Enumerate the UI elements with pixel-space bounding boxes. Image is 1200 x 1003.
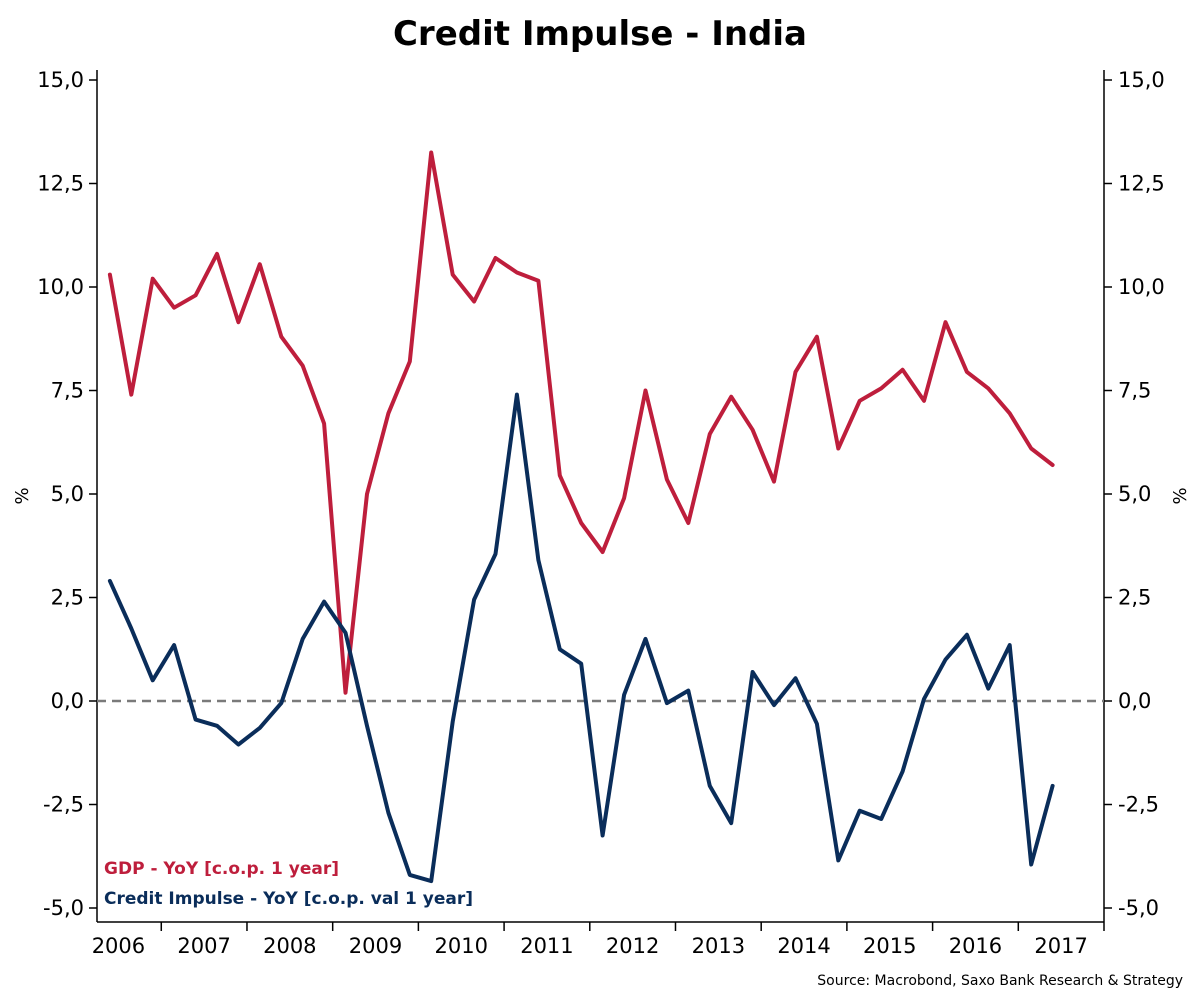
- right-y-tick-label: 7,5: [1118, 379, 1151, 403]
- right-y-tick-label: 5,0: [1118, 482, 1151, 506]
- x-tick-label: 2008: [263, 934, 316, 958]
- right-y-tick-label: 2,5: [1118, 586, 1151, 610]
- series-line-gdp: [107, 150, 1055, 695]
- left-y-tick-label: 12,5: [37, 172, 84, 196]
- series-lines: [107, 150, 1055, 884]
- right-y-tick-label: 15,0: [1118, 68, 1165, 92]
- left-y-tick-label: 0,0: [51, 689, 84, 713]
- right-y-tick-label: -2,5: [1118, 793, 1159, 817]
- x-tick-label: 2010: [435, 934, 488, 958]
- x-tick-label: 2012: [606, 934, 659, 958]
- right-y-tick-label: 10,0: [1118, 275, 1165, 299]
- x-tick-label: 2015: [863, 934, 916, 958]
- legend-credit-impulse: Credit Impulse - YoY [c.o.p. val 1 year]: [104, 889, 473, 909]
- x-tick-label: 2013: [692, 934, 745, 958]
- x-tick-label: 2016: [949, 934, 1002, 958]
- x-tick-label: 2007: [177, 934, 230, 958]
- left-y-tick-label: -5,0: [43, 896, 84, 920]
- axes: [96, 70, 1105, 923]
- x-tick-label: 2009: [349, 934, 402, 958]
- left-y-tick-label: -2,5: [43, 793, 84, 817]
- right-y-tick-label: 0,0: [1118, 689, 1151, 713]
- left-y-tick-label: 7,5: [51, 379, 84, 403]
- right-y-axis-unit: %: [1170, 487, 1191, 504]
- left-y-tick-label: 10,0: [37, 275, 84, 299]
- x-tick-label: 2014: [777, 934, 830, 958]
- series-line-credit-impulse: [107, 392, 1055, 884]
- source-note: Source: Macrobond, Saxo Bank Research & …: [817, 973, 1183, 989]
- ticks: 15,0 15,0 12,5 12,5 10,0 10,0 7,5 7,5 5,0 5,0 2,5 2…: [37, 68, 1165, 958]
- x-tick-label: 2011: [520, 934, 573, 958]
- left-y-tick-label: 5,0: [51, 482, 84, 506]
- left-y-tick-label: 2,5: [51, 586, 84, 610]
- x-tick-label: 2017: [1034, 934, 1087, 958]
- x-tick-label: 2006: [92, 934, 145, 958]
- left-y-tick-label: 15,0: [37, 68, 84, 92]
- legend-gdp: GDP - YoY [c.o.p. 1 year]: [104, 859, 339, 879]
- left-y-axis-unit: %: [12, 487, 33, 504]
- chart-title: Credit Impulse - India: [393, 14, 807, 54]
- right-y-tick-label: 12,5: [1118, 172, 1165, 196]
- right-y-tick-label: -5,0: [1118, 896, 1159, 920]
